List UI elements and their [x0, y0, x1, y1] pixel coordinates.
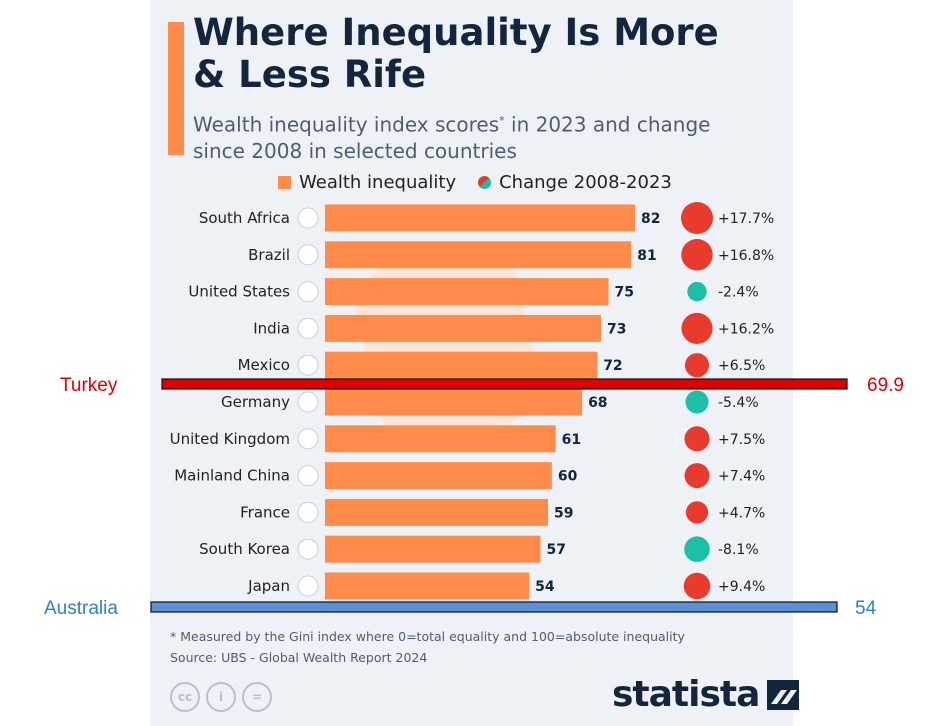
- change-dot: [684, 463, 710, 489]
- change-dot: [685, 390, 709, 414]
- change-label: +16.8%: [718, 248, 774, 264]
- value-label: 82: [641, 211, 660, 227]
- change-dot: [683, 572, 711, 600]
- subtitle-footnote-mark: *: [499, 114, 505, 127]
- bar: [325, 204, 635, 232]
- category-label: South Africa: [199, 209, 290, 227]
- category-label: South Korea: [199, 540, 290, 558]
- source: Source: UBS - Global Wealth Report 2024: [170, 650, 428, 665]
- flag-icon: [297, 391, 319, 413]
- value-label: 68: [588, 395, 607, 411]
- statista-mark-icon: [767, 679, 800, 710]
- cc-icon: cc: [170, 682, 200, 712]
- flag-icon: [297, 575, 319, 597]
- legend-dot-label: Change 2008-2023: [499, 171, 672, 193]
- change-dot: [684, 536, 710, 562]
- category-label: India: [253, 319, 290, 337]
- value-label: 60: [558, 469, 578, 485]
- flag-icon: [297, 501, 319, 523]
- flag-icon: [297, 317, 319, 339]
- footnote-block: * Measured by the Gini index where 0=tot…: [170, 626, 685, 668]
- flag-icon: [297, 281, 319, 303]
- attribution-icon: i: [206, 682, 236, 712]
- turkey-label: Turkey: [60, 375, 118, 396]
- flag-icon: [297, 354, 319, 376]
- value-label: 57: [546, 542, 565, 558]
- change-label: -8.1%: [718, 542, 759, 558]
- turkey-line: [161, 378, 848, 390]
- bar: [325, 572, 530, 600]
- change-dot: [681, 202, 713, 234]
- value-label: 72: [603, 358, 622, 374]
- category-label: Japan: [247, 577, 290, 595]
- chart-subtitle: Wealth inequality index scores* in 2023 …: [193, 108, 753, 164]
- change-dot: [681, 239, 713, 271]
- title-accent-bar: [168, 22, 184, 155]
- category-label: United States: [188, 283, 290, 301]
- value-label: 73: [607, 321, 626, 337]
- australia-label: Australia: [44, 598, 118, 619]
- bar: [325, 535, 541, 563]
- license-icons: cc i =: [170, 682, 272, 712]
- chart-title: Where Inequality Is More & Less Rife: [193, 11, 719, 96]
- bar: [325, 388, 583, 416]
- bar: [325, 241, 632, 269]
- value-label: 59: [554, 505, 573, 521]
- legend-dot-swatch: [478, 175, 492, 189]
- change-dot: [687, 281, 707, 302]
- legend-bar-swatch: [278, 175, 291, 189]
- change-dot: [685, 501, 709, 524]
- change-label: +6.5%: [718, 358, 765, 374]
- change-label: +9.4%: [718, 579, 765, 595]
- category-label: Germany: [221, 393, 290, 411]
- category-label: Brazil: [248, 246, 290, 264]
- no-derivatives-icon: =: [242, 682, 272, 712]
- flag-icon: [297, 207, 319, 229]
- change-dot: [684, 426, 710, 452]
- change-label: +7.4%: [718, 469, 765, 485]
- change-label: -2.4%: [718, 285, 759, 301]
- flag-icon: [297, 465, 319, 487]
- australia-line: [150, 601, 838, 613]
- category-label: United Kingdom: [170, 430, 290, 448]
- change-label: +17.7%: [718, 211, 774, 227]
- category-label: Mexico: [238, 356, 290, 374]
- change-dot: [681, 312, 713, 344]
- bar: [325, 278, 609, 306]
- change-dot: [684, 353, 710, 378]
- turkey-value: 69.9: [867, 375, 904, 396]
- value-label: 61: [562, 432, 581, 448]
- change-label: +16.2%: [718, 321, 774, 337]
- subtitle-text-rest: in 2023 and change since 2008 in selecte…: [193, 112, 711, 163]
- flag-icon: [297, 244, 319, 266]
- value-label: 75: [615, 285, 634, 301]
- flag-icon: [297, 428, 319, 450]
- change-label: +4.7%: [718, 505, 765, 521]
- brand-text: statista: [612, 674, 760, 715]
- value-label: 54: [535, 579, 555, 595]
- flag-icon: [297, 538, 319, 560]
- legend: Wealth inequality Change 2008-2023: [278, 170, 672, 194]
- bar: [325, 314, 601, 342]
- australia-value: 54: [855, 598, 877, 619]
- bar: [325, 351, 598, 379]
- category-label: Mainland China: [174, 467, 290, 485]
- value-label: 81: [637, 248, 656, 264]
- footnote: * Measured by the Gini index where 0=tot…: [170, 629, 685, 644]
- statista-logo: statista: [612, 674, 800, 715]
- bar: [325, 425, 556, 453]
- scales-icon: [356, 248, 539, 442]
- change-label: -5.4%: [718, 395, 759, 411]
- bar: [325, 498, 549, 526]
- change-label: +7.5%: [718, 432, 765, 448]
- bar: [325, 462, 552, 490]
- legend-bar-label: Wealth inequality: [299, 171, 457, 193]
- subtitle-text: Wealth inequality index scores: [193, 112, 500, 137]
- category-label: France: [240, 503, 290, 521]
